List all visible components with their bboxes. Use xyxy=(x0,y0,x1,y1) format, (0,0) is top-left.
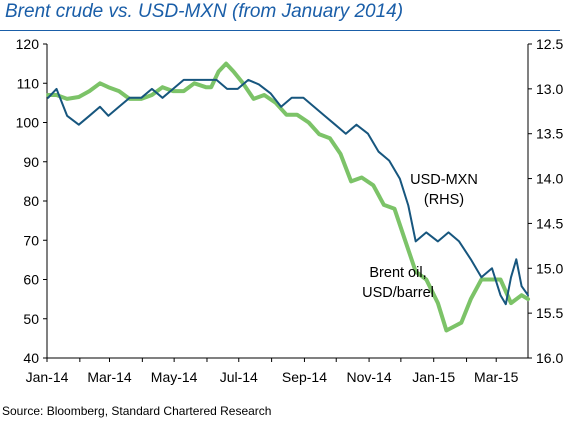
y-tick-label-right: 12.5 xyxy=(536,36,563,52)
y-tick-label-right: 15.5 xyxy=(536,305,563,321)
y-tick-label-left: 50 xyxy=(23,311,39,327)
y-tick-label-right: 15.0 xyxy=(536,260,563,276)
x-tick-label: Mar-14 xyxy=(87,369,132,385)
usd-mxn-line xyxy=(47,78,529,306)
y-tick-label-left: 40 xyxy=(23,350,39,366)
annotation-label: USD-MXN xyxy=(410,172,478,188)
title-rule xyxy=(0,30,560,31)
x-tick-label: Jan-14 xyxy=(26,369,69,385)
chart-title: Brent crude vs. USD-MXN (from January 20… xyxy=(5,1,404,22)
annotation-label: Brent oil, xyxy=(369,265,426,281)
y-tick-label-left: 90 xyxy=(23,154,39,170)
y-tick-label-left: 60 xyxy=(23,272,39,288)
x-tick-label: May-14 xyxy=(151,369,198,385)
x-tick-label: Jan-15 xyxy=(412,369,455,385)
y-tick-label-left: 70 xyxy=(23,232,39,248)
annotations: USD-MXN (RHS) Brent oil, USD/barrel xyxy=(362,172,478,301)
x-tick-label: Sep-14 xyxy=(282,369,327,385)
annotation-label: (RHS) xyxy=(424,192,464,208)
y-tick-label-right: 13.0 xyxy=(536,81,563,97)
x-tick-label: Jul-14 xyxy=(220,369,258,385)
y-tick-label-left: 110 xyxy=(17,75,40,91)
source-note: Source: Bloomberg, Standard Chartered Re… xyxy=(2,404,272,418)
y-tick-label-right: 16.0 xyxy=(536,350,563,366)
y-tick-label-left: 120 xyxy=(16,36,40,52)
y-tick-label-left: 80 xyxy=(23,193,39,209)
series-layer xyxy=(46,61,530,333)
x-tick-label: Nov-14 xyxy=(347,369,392,385)
y-tick-label-right: 14.0 xyxy=(536,171,563,187)
annotation-label: USD/barrel xyxy=(362,285,434,301)
y-tick-label-right: 14.5 xyxy=(536,215,563,231)
y-tick-label-right: 13.5 xyxy=(536,126,563,142)
y-tick-label-left: 100 xyxy=(16,115,40,131)
x-tick-label: Mar-15 xyxy=(474,369,519,385)
axes: 40 50 60 70 80 90 100 110 120 12.5 13.0 13.5 14.0 14.… xyxy=(16,36,564,385)
